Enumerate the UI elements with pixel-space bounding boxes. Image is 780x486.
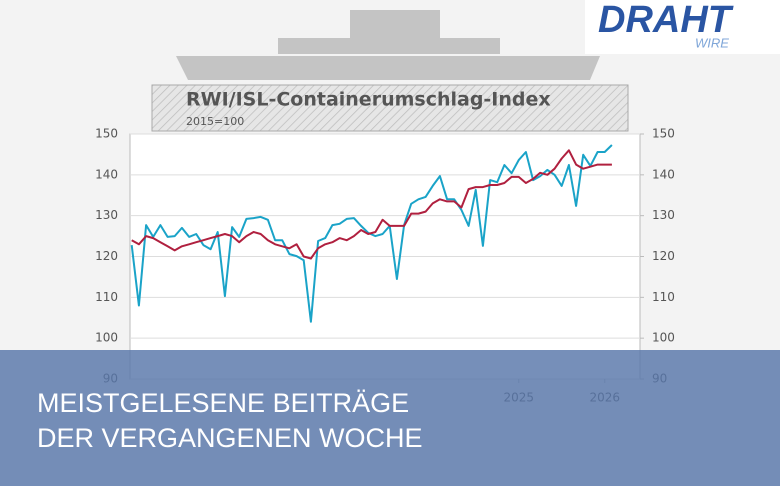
logo-subtitle: WIRE [695, 35, 729, 50]
y2-tick-label: 110 [652, 290, 675, 304]
chart-subtitle: 2015=100 [186, 115, 244, 128]
y2-tick-label: 150 [652, 127, 675, 141]
y-tick-label: 140 [95, 167, 118, 181]
banner [0, 350, 780, 486]
y-tick-label: 120 [95, 249, 118, 263]
plot: 9010011012013014015090100110120130140150… [95, 127, 675, 405]
y-tick-label: 100 [95, 331, 118, 345]
series-line [130, 144, 613, 323]
y-tick-label: 110 [95, 290, 118, 304]
banner-line: MEISTGELESENE BEITRÄGE [37, 388, 409, 418]
y-tick-label: 150 [95, 127, 118, 141]
y2-tick-label: 140 [652, 167, 675, 181]
y2-tick-label: 130 [652, 208, 675, 222]
chart-title: RWI/ISL-Containerumschlag-Index [186, 89, 551, 111]
y2-tick-label: 100 [652, 331, 675, 345]
series-line [131, 149, 612, 260]
ship-silhouette [176, 10, 600, 80]
title-box [151, 84, 629, 132]
logo-title: DRAHT [598, 0, 734, 41]
logo-box [585, 0, 780, 54]
y2-tick-label: 120 [652, 249, 675, 263]
y-tick-label: 130 [95, 208, 118, 222]
banner-line: DER VERGANGENEN WOCHE [37, 423, 423, 453]
